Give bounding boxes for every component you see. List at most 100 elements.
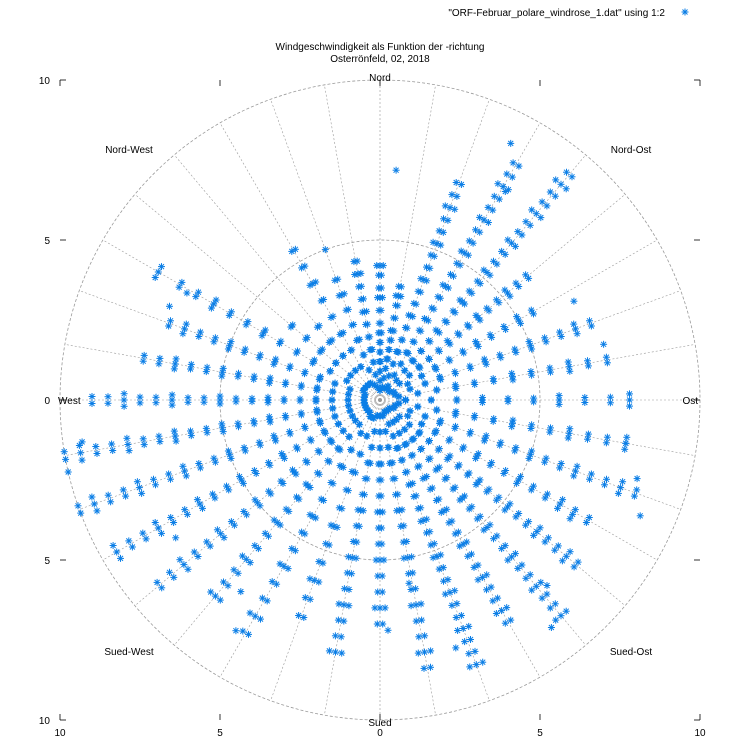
data-point: [340, 290, 348, 298]
data-point: [494, 594, 502, 602]
data-point: [416, 364, 424, 372]
data-point: [482, 432, 490, 440]
data-point: [551, 600, 559, 608]
data-point: [256, 351, 264, 359]
data-point: [218, 420, 226, 428]
data-point: [432, 466, 440, 474]
data-point: [451, 309, 459, 317]
data-point: [227, 338, 235, 346]
data-point: [300, 614, 308, 621]
data-point: [476, 316, 484, 324]
data-point: [210, 454, 218, 462]
data-point: [248, 394, 256, 402]
grid-spoke: [379, 399, 696, 456]
data-point: [425, 455, 433, 463]
data-point: [182, 472, 190, 480]
data-point: [484, 219, 492, 226]
data-point: [417, 600, 425, 608]
data-point: [451, 530, 459, 538]
data-point: [156, 438, 164, 446]
data-point: [124, 441, 132, 448]
data-point: [466, 430, 474, 438]
data-point: [119, 486, 127, 494]
data-point: [436, 419, 444, 427]
data-point: [236, 473, 243, 481]
x-tick-label: 10: [694, 728, 706, 739]
data-point: [62, 455, 70, 463]
data-point: [467, 636, 474, 643]
data-point: [384, 355, 392, 363]
data-point: [168, 401, 176, 409]
data-point: [123, 434, 131, 442]
data-point: [310, 356, 318, 364]
data-point: [581, 394, 589, 401]
data-point: [374, 460, 382, 468]
data-point: [441, 202, 449, 210]
data-point: [431, 429, 439, 437]
data-point: [295, 612, 303, 619]
data-point: [235, 369, 242, 377]
data-point: [180, 561, 188, 569]
data-point: [439, 228, 447, 236]
data-point: [397, 456, 405, 464]
data-point: [366, 333, 374, 341]
data-point: [125, 447, 133, 455]
data-point: [459, 625, 467, 632]
data-point: [445, 437, 453, 445]
data-point: [495, 195, 503, 203]
data-point: [122, 492, 130, 500]
data-point: [309, 280, 317, 288]
y-tick-label: 0: [44, 396, 50, 407]
grid-spoke: [219, 399, 381, 678]
data-point: [404, 350, 412, 358]
data-point: [224, 582, 232, 590]
data-point: [556, 464, 564, 472]
data-point: [506, 292, 514, 300]
data-point: [487, 583, 495, 591]
data-point: [455, 331, 463, 339]
data-point: [463, 471, 471, 479]
data-point: [347, 446, 355, 453]
data-point: [401, 469, 409, 476]
data-point: [391, 314, 399, 322]
data-point: [181, 467, 188, 475]
data-point: [183, 289, 191, 297]
data-point: [386, 346, 393, 354]
data-point: [255, 438, 263, 446]
data-point: [443, 318, 451, 326]
data-point: [484, 203, 492, 211]
data-point: [470, 414, 478, 422]
legend: "ORF-Februar_polare_windrose_1.dat" usin…: [448, 8, 689, 19]
data-point: [399, 336, 407, 344]
data-point: [569, 510, 577, 518]
data-point: [251, 612, 259, 620]
data-point: [183, 510, 191, 518]
grid-spoke: [270, 399, 381, 701]
data-point: [227, 518, 235, 526]
data-point: [619, 478, 627, 486]
data-point: [564, 434, 572, 442]
data-point: [558, 557, 566, 565]
data-point: [365, 366, 373, 374]
data-point: [494, 180, 502, 188]
data-point: [348, 570, 356, 578]
data-point: [562, 185, 570, 193]
data-point: [423, 529, 430, 537]
data-point: [453, 397, 461, 405]
data-point: [514, 564, 522, 572]
data-point: [492, 610, 500, 617]
data-point: [153, 578, 161, 586]
grid-spoke: [379, 399, 658, 561]
data-point: [176, 556, 184, 564]
data-point: [530, 482, 537, 490]
data-point: [391, 391, 399, 399]
data-point: [306, 511, 314, 519]
data-point: [340, 601, 348, 609]
data-point: [424, 317, 432, 325]
data-point: [60, 448, 68, 456]
data-point: [401, 441, 408, 449]
data-point: [557, 333, 565, 340]
data-point: [77, 449, 85, 457]
data-point: [489, 206, 497, 214]
data-point: [526, 221, 534, 229]
